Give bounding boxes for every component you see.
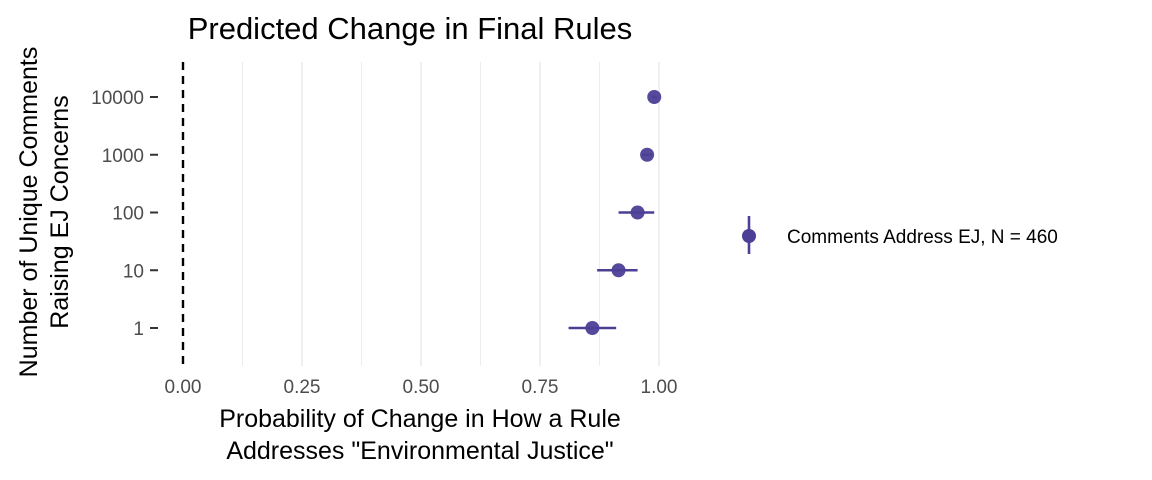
y-axis-title-line-1: Number of Unique Comments [15, 47, 43, 378]
data-marks [568, 90, 662, 335]
y-axis: 1 10 100 1000 10000 [91, 88, 158, 340]
x-axis-title-line-2: Addresses "Environmental Justice" [226, 437, 613, 465]
x-tick-label: 0.75 [522, 377, 559, 398]
data-point [647, 90, 662, 104]
legend: Comments Address EJ, N = 460 [742, 216, 1058, 254]
x-tick-label: 0.50 [403, 377, 440, 398]
data-point [630, 205, 645, 220]
chart-title: Predicted Change in Final Rules [188, 11, 633, 46]
y-axis-title-line-2: Raising EJ Concerns [46, 95, 74, 328]
x-axis: 0.00 0.25 0.50 0.75 1.00 [165, 377, 678, 398]
data-point [611, 263, 626, 278]
legend-key-point [742, 229, 756, 243]
y-tick-label: 10000 [91, 88, 144, 109]
y-tick-label: 1000 [102, 146, 144, 167]
y-tick-label: 1 [133, 319, 144, 340]
legend-label: Comments Address EJ, N = 460 [787, 227, 1058, 248]
y-tick-label: 100 [112, 204, 144, 225]
data-point [585, 321, 600, 335]
y-tick-label: 10 [123, 261, 144, 282]
gridlines [242, 62, 660, 366]
data-point [640, 147, 655, 162]
x-tick-label: 1.00 [641, 377, 678, 398]
x-tick-label: 0.00 [165, 377, 202, 398]
x-axis-title-line-1: Probability of Change in How a Rule [219, 405, 621, 433]
x-tick-label: 0.25 [284, 377, 321, 398]
